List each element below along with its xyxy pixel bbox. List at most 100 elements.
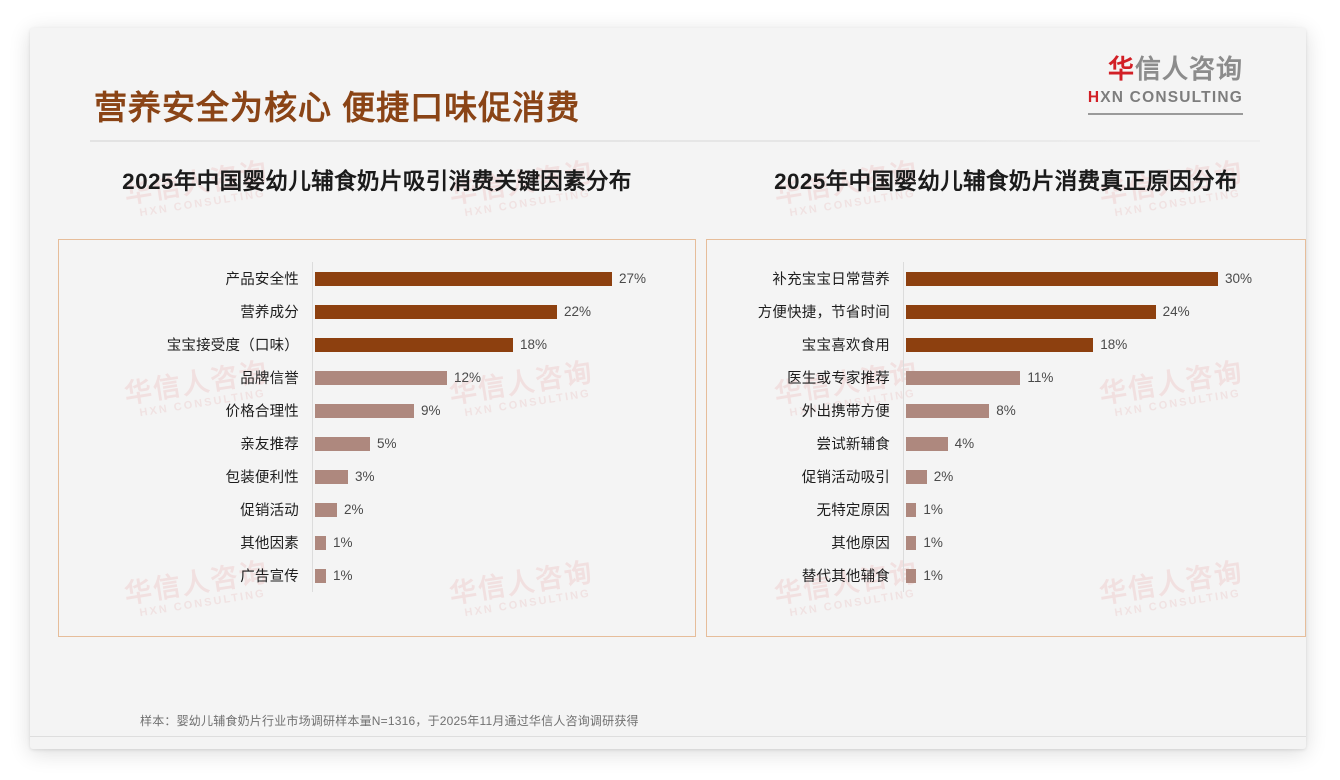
bar-row: 医生或专家推荐 11% [707,361,1305,394]
bar-row: 促销活动 2% [59,493,695,526]
bar-track: 30% [903,262,1305,295]
bar-row: 品牌信誉 12% [59,361,695,394]
bar [906,370,1021,385]
bar [315,436,370,451]
chart-title-left: 2025年中国婴幼儿辅食奶片吸引消费关键因素分布 [122,169,632,194]
logo-chinese-rest: 信人咨询 [1134,54,1243,84]
bar-category-label: 宝宝接受度（口味） [166,338,299,354]
bar-row: 尝试新辅食 4% [707,427,1305,460]
bar-row: 方便快捷，节省时间 24% [707,295,1305,328]
bar-value-label: 22% [564,304,592,319]
bar [906,304,1156,319]
bar-track: 1% [312,526,695,559]
bar [906,337,1094,352]
bar-category-label: 营养成分 [240,305,299,321]
bar-value-label: 24% [1162,304,1190,319]
bar-track: 11% [903,361,1305,394]
bar-category-label: 外出携带方便 [801,404,890,420]
bar-category-label: 品牌信誉 [240,371,299,387]
bar-category-label: 产品安全性 [225,272,299,288]
bar-track: 18% [903,328,1305,361]
bar-track: 1% [312,559,695,592]
bar-category-label: 促销活动 [240,503,299,519]
bar-row: 替代其他辅食 1% [707,559,1305,592]
bar-track: 2% [903,460,1305,493]
bar-value-label: 9% [421,403,441,418]
bar-category-label: 替代其他辅食 [801,569,890,585]
bar-track: 9% [312,394,695,427]
bar-track: 4% [903,427,1305,460]
bar-track: 8% [903,394,1305,427]
bar-category-label: 广告宣传 [240,569,299,585]
logo-underline [1087,112,1243,115]
slide-footer: ©2026.1 HXR华信人咨询 www.hxrcon.com [30,736,1306,749]
chart-panel-right: 2025年中国婴幼儿辅食奶片消费真正原因分布 补充宝宝日常营养 30% 方便快捷，节… [706,163,1306,637]
bar-row: 无特定原因 1% [707,493,1305,526]
bar-category-label: 亲友推荐 [240,437,299,453]
bar [315,535,326,550]
bar-category-label: 包装便利性 [225,470,299,486]
bar-track: 24% [903,295,1305,328]
bar [315,568,326,583]
chart-frame-left: 产品安全性 27% 营养成分 22% 宝宝接受度（口味） 18% 品牌信誉 12% 价格合理性 9… [58,239,696,637]
bar-row: 价格合理性 9% [59,394,695,427]
bar-value-label: 18% [1100,337,1128,352]
bar-category-label: 尝试新辅食 [816,437,890,453]
bar-row: 促销活动吸引 2% [707,460,1305,493]
logo-english-highlight: H [1087,89,1101,106]
bar [906,502,917,517]
title-divider [90,140,1260,142]
logo-english: HXN CONSULTING [1088,90,1243,106]
slide-canvas: 华信人咨询 HXN CONSULTING 华信人咨询 HXN CONSULTING 华信… [30,28,1306,749]
bar-category-label: 促销活动吸引 [801,470,890,486]
bar-track: 5% [312,427,695,460]
bar [906,568,917,583]
footer-divider [30,736,1306,737]
bar-value-label: 1% [923,568,943,583]
bar-category-label: 宝宝喜欢食用 [801,338,890,354]
bar-track: 12% [312,361,695,394]
bar-row: 包装便利性 3% [59,460,695,493]
bar-value-label: 1% [333,568,353,583]
bar-row: 其他因素 1% [59,526,695,559]
bar-row: 营养成分 22% [59,295,695,328]
bar-track: 3% [312,460,695,493]
bar-row: 补充宝宝日常营养 30% [707,262,1305,295]
bar-row: 亲友推荐 5% [59,427,695,460]
charts-container: 2025年中国婴幼儿辅食奶片吸引消费关键因素分布 产品安全性 27% 营养成分 22%… [30,163,1306,637]
bar-value-label: 3% [355,469,375,484]
brand-logo: 华信人咨询 HXN CONSULTING [1087,54,1243,115]
bar-category-label: 无特定原因 [816,503,890,519]
bar [906,403,990,418]
bar-value-label: 4% [954,436,975,451]
chart-frame-right: 补充宝宝日常营养 30% 方便快捷，节省时间 24% 宝宝喜欢食用 18% 医生或专家推荐 1… [706,239,1306,637]
bar-value-label: 1% [333,535,353,550]
bar [315,271,612,286]
chart-panel-left: 2025年中国婴幼儿辅食奶片吸引消费关键因素分布 产品安全性 27% 营养成分 22%… [58,163,696,637]
bar [315,403,414,418]
bar-value-label: 1% [923,502,943,517]
bar-category-label: 方便快捷，节省时间 [757,305,890,321]
bar-value-label: 11% [1027,370,1054,385]
bar-value-label: 5% [377,436,397,451]
bar-track: 1% [903,526,1305,559]
page-title: 营养安全为核心 便捷口味促消费 [94,89,581,126]
logo-english-rest: XN CONSULTING [1100,89,1243,106]
bar-row: 宝宝接受度（口味） 18% [59,328,695,361]
bar-value-label: 30% [1225,271,1253,286]
bar-track: 1% [903,493,1305,526]
logo-chinese-highlight: 华 [1107,54,1135,84]
bar-value-label: 8% [996,403,1016,418]
bar-value-label: 2% [344,502,364,517]
bar [315,469,348,484]
bar-value-label: 2% [933,469,954,484]
bar-value-label: 1% [923,535,943,550]
bar [906,469,927,484]
bar-row: 广告宣传 1% [59,559,695,592]
slide-header: 营养安全为核心 便捷口味促消费 华信人咨询 HXN CONSULTING [30,28,1306,140]
bar [315,370,447,385]
bar [315,502,337,517]
bar-track: 18% [312,328,695,361]
chart-title-right: 2025年中国婴幼儿辅食奶片消费真正原因分布 [774,169,1238,194]
bar-row: 宝宝喜欢食用 18% [707,328,1305,361]
